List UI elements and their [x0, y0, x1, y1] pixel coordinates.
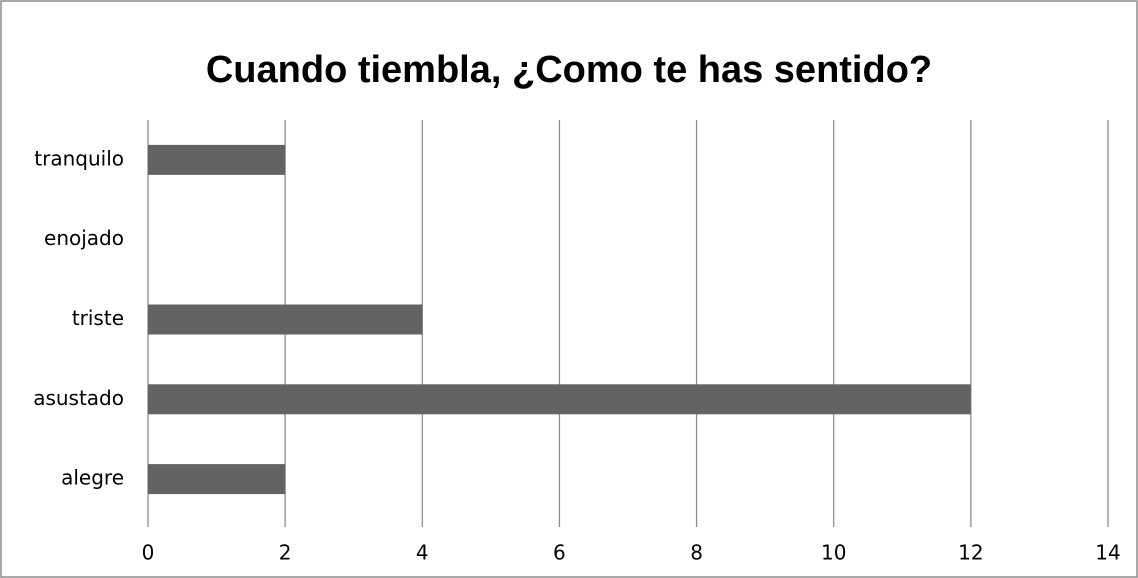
x-tick-label: 8: [690, 541, 703, 565]
x-tick-label: 6: [553, 541, 566, 565]
x-tick-label: 4: [416, 541, 429, 565]
y-tick-label: enojado: [44, 226, 124, 250]
x-tick-label: 0: [142, 541, 155, 565]
x-tick-label: 10: [821, 541, 846, 565]
bar: [148, 384, 971, 415]
y-tick-label: alegre: [61, 466, 124, 490]
x-tick-label: 12: [958, 541, 983, 565]
y-tick-label: asustado: [33, 386, 124, 410]
y-tick-label: triste: [72, 306, 124, 330]
bar: [148, 304, 423, 335]
x-tick-label: 2: [279, 541, 292, 565]
bar: [148, 144, 286, 175]
y-tick-label: tranquilo: [34, 146, 124, 170]
x-tick-label: 14: [1095, 541, 1120, 565]
chart-title: Cuando tiembla, ¿Como te has sentido?: [206, 49, 932, 91]
bar: [148, 464, 286, 495]
